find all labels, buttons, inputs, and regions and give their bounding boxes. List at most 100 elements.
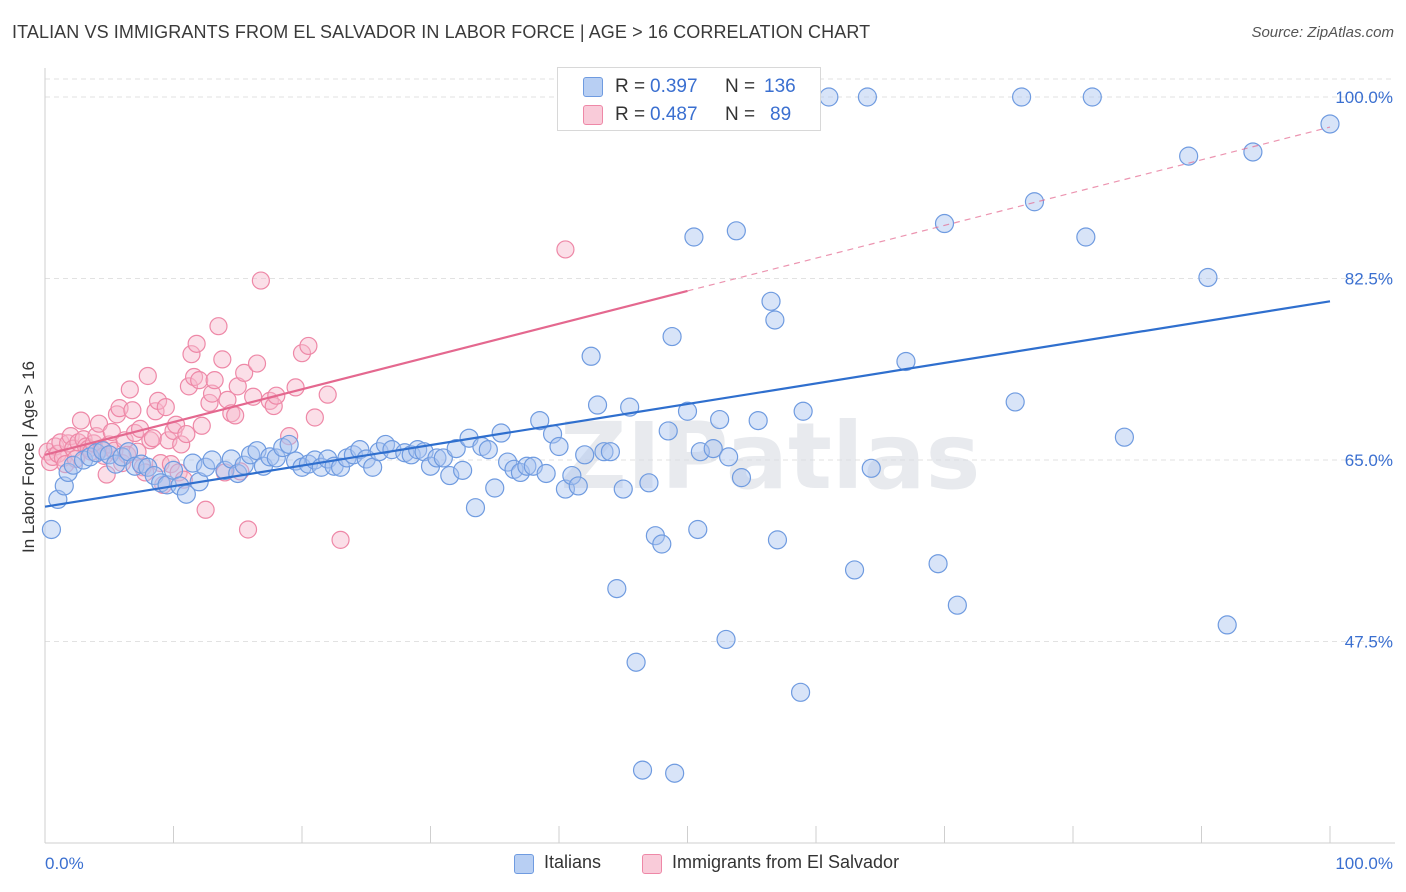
salvador-point bbox=[146, 402, 165, 421]
n-label: N = bbox=[725, 104, 756, 125]
italians-point bbox=[819, 87, 839, 107]
italians-point bbox=[710, 409, 730, 430]
italians-point bbox=[790, 682, 811, 702]
salvador-point bbox=[172, 435, 191, 454]
salvador-point bbox=[190, 371, 209, 390]
salvador-point bbox=[123, 401, 142, 420]
italians-point bbox=[1024, 192, 1045, 212]
italians-point bbox=[947, 595, 967, 615]
italians-point bbox=[793, 401, 813, 421]
italians-point bbox=[665, 763, 685, 783]
y-axis-label: In Labor Force | Age > 16 bbox=[19, 361, 38, 553]
italians-legend-swatch bbox=[514, 854, 534, 874]
italians-point bbox=[677, 401, 698, 421]
italians-point bbox=[1076, 227, 1096, 247]
italians-point bbox=[1320, 114, 1340, 134]
italians-point bbox=[639, 473, 659, 493]
italians-point bbox=[433, 448, 453, 468]
salvador-point bbox=[213, 350, 232, 369]
italians-point bbox=[202, 450, 222, 470]
italians-point bbox=[1179, 146, 1199, 166]
italians-point bbox=[765, 310, 785, 330]
salvador-point bbox=[209, 317, 228, 336]
italians-point bbox=[350, 440, 370, 460]
italians-point bbox=[41, 519, 62, 540]
italians-point bbox=[453, 460, 473, 480]
italians-point bbox=[562, 465, 582, 486]
salvador-point bbox=[179, 377, 199, 396]
salvador-point bbox=[305, 408, 324, 427]
italians-point bbox=[144, 465, 164, 486]
italians-point bbox=[748, 410, 768, 431]
salvador-points bbox=[38, 240, 575, 549]
italians-point bbox=[1011, 87, 1032, 107]
salvador-swatch bbox=[583, 105, 603, 125]
r-label: R = bbox=[615, 104, 646, 125]
chart-title: ITALIAN VS IMMIGRANTS FROM EL SALVADOR I… bbox=[12, 22, 871, 42]
r-label: R = bbox=[615, 76, 646, 97]
italians-point bbox=[575, 445, 595, 465]
italians-point bbox=[498, 452, 518, 472]
salvador-point bbox=[299, 336, 318, 356]
italians-point bbox=[196, 457, 216, 477]
italians-point bbox=[652, 534, 672, 554]
italians-swatch bbox=[583, 77, 603, 97]
salvador-point bbox=[292, 344, 312, 363]
italians-point bbox=[928, 554, 948, 574]
italians-point bbox=[587, 395, 608, 415]
x-tick-label: 0.0% bbox=[45, 854, 84, 873]
italians-r-value: 0.397 bbox=[650, 76, 698, 97]
italians-point bbox=[260, 447, 280, 467]
salvador-point bbox=[89, 414, 109, 433]
italians-point bbox=[375, 434, 396, 455]
italians-point bbox=[536, 463, 556, 484]
y-tick-label: 100.0% bbox=[1335, 88, 1393, 107]
salvador-trend-extension bbox=[687, 126, 1331, 292]
italians-point bbox=[440, 465, 460, 486]
italians-point bbox=[761, 291, 781, 311]
italians-point bbox=[607, 579, 627, 599]
italians-point bbox=[716, 629, 736, 650]
salvador-point bbox=[318, 385, 337, 404]
italians-point bbox=[330, 457, 351, 477]
salvador-point bbox=[71, 411, 91, 430]
italians-point bbox=[581, 346, 601, 366]
salvador-point bbox=[235, 363, 254, 382]
chart-source: Source: ZipAtlas.com bbox=[1251, 24, 1394, 41]
italians-point bbox=[861, 458, 881, 478]
salvador-point bbox=[143, 429, 163, 448]
salvador-point bbox=[120, 380, 139, 399]
italians-point bbox=[427, 448, 447, 468]
italians-point bbox=[688, 519, 708, 540]
italians-point bbox=[485, 478, 505, 498]
salvador-point bbox=[187, 334, 206, 353]
x-tick-label: 100.0% bbox=[1335, 854, 1393, 873]
watermark: ZIPatlas bbox=[560, 403, 980, 510]
salvador-point bbox=[184, 367, 204, 387]
salvador-point bbox=[205, 371, 224, 390]
salvador-point bbox=[156, 398, 175, 417]
y-tick-label: 82.5% bbox=[1345, 270, 1393, 289]
italians-point bbox=[478, 440, 498, 460]
x-tick-labels: 0.0% 100.0% bbox=[45, 854, 1393, 873]
salvador-point bbox=[196, 500, 215, 519]
italians-point bbox=[658, 421, 678, 441]
italians-point bbox=[896, 351, 916, 372]
italians-point bbox=[279, 434, 299, 455]
salvador-point bbox=[192, 416, 211, 435]
italians-point bbox=[934, 213, 955, 234]
salvador-point bbox=[238, 520, 258, 539]
italians-point bbox=[183, 453, 203, 473]
italians-point bbox=[719, 447, 739, 467]
italians-point bbox=[1217, 615, 1237, 635]
italians-point bbox=[726, 221, 746, 241]
italians-point bbox=[343, 445, 363, 465]
italians-point bbox=[684, 227, 704, 247]
italians-point bbox=[1114, 427, 1135, 447]
salvador-point bbox=[182, 345, 201, 364]
stats-legend: R = 0.397 N = 136 R = 0.487 N = 89 bbox=[557, 67, 821, 131]
italians-point bbox=[857, 87, 878, 107]
italians-point bbox=[465, 498, 486, 518]
legend-row-italians: R = 0.397 N = 136 bbox=[558, 74, 820, 102]
